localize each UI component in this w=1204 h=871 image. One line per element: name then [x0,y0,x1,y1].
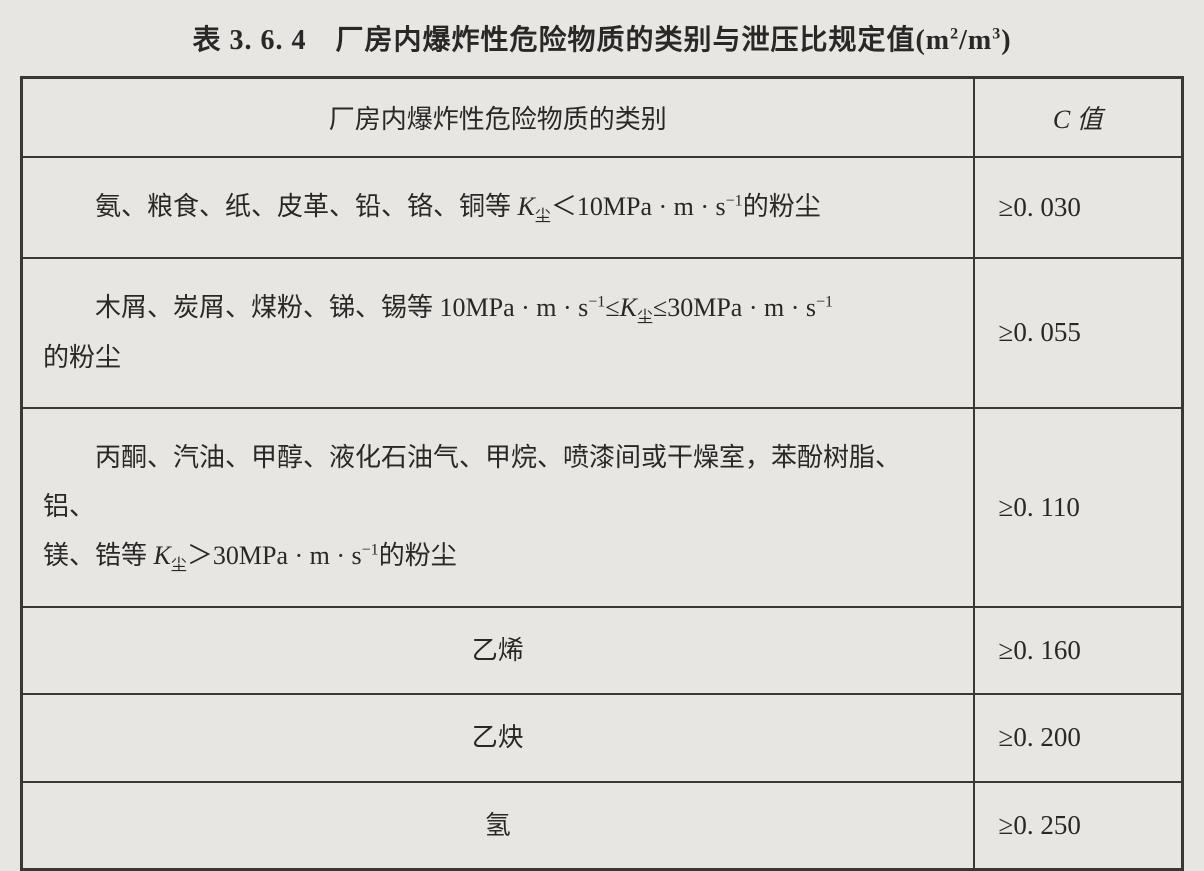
category-cell: 乙烯 [22,607,974,694]
c-value-cell: ≥0. 160 [974,607,1183,694]
c-value-cell: ≥0. 250 [974,782,1183,870]
category-cell: 丙酮、汽油、甲醇、液化石油气、甲烷、喷漆间或干燥室，苯酚树脂、铝、镁、锆等 K尘… [22,408,974,607]
table-row: 氢 ≥0. 250 [22,782,1183,870]
table-title: 表 3. 6. 4 厂房内爆炸性危险物质的类别与泄压比规定值(m2/m3) [20,10,1184,76]
c-value-cell: ≥0. 030 [974,157,1183,258]
title-unit: m2/m3 [926,25,1001,56]
category-cell: 乙炔 [22,694,974,781]
header-c-value: C 值 [974,78,1183,158]
table-row: 乙炔 ≥0. 200 [22,694,1183,781]
table-row: 木屑、炭屑、煤粉、锑、锡等 10MPa · m · s−1≤K尘≤30MPa ·… [22,258,1183,408]
c-value-cell: ≥0. 110 [974,408,1183,607]
explosion-venting-table: 厂房内爆炸性危险物质的类别 C 值 氨、粮食、纸、皮革、铅、铬、铜等 K尘＜10… [20,76,1184,871]
table-row: 氨、粮食、纸、皮革、铅、铬、铜等 K尘＜10MPa · m · s−1的粉尘 ≥… [22,157,1183,258]
c-value-cell: ≥0. 055 [974,258,1183,408]
category-cell: 氢 [22,782,974,870]
category-cell: 木屑、炭屑、煤粉、锑、锡等 10MPa · m · s−1≤K尘≤30MPa ·… [22,258,974,408]
header-category: 厂房内爆炸性危险物质的类别 [22,78,974,158]
table-row: 乙烯 ≥0. 160 [22,607,1183,694]
category-cell: 氨、粮食、纸、皮革、铅、铬、铜等 K尘＜10MPa · m · s−1的粉尘 [22,157,974,258]
title-prefix: 表 3. 6. 4 厂房内爆炸性危险物质的类别与泄压比规定值( [192,25,925,56]
table-row: 丙酮、汽油、甲醇、液化石油气、甲烷、喷漆间或干燥室，苯酚树脂、铝、镁、锆等 K尘… [22,408,1183,607]
title-suffix: ) [1001,25,1011,56]
table-header-row: 厂房内爆炸性危险物质的类别 C 值 [22,78,1183,158]
c-value-cell: ≥0. 200 [974,694,1183,781]
